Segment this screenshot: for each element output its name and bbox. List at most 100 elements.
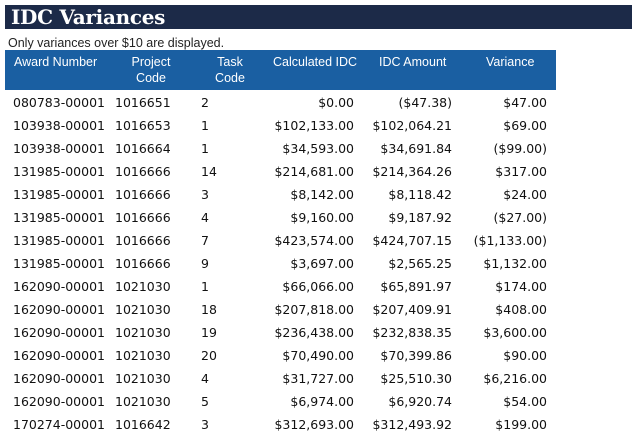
cell-task-code: 2 <box>201 95 209 110</box>
cell-variance: $3,600.00 <box>483 325 547 340</box>
cell-task-code: 3 <box>201 417 209 432</box>
header-calculated-idc: Calculated IDC <box>273 55 358 69</box>
table-row: 131985-00001 1016666 9 $3,697.00 $2,565.25 $1… <box>0 251 632 274</box>
header-task-code-line1: Task <box>217 55 243 69</box>
cell-project-code: 1016666 <box>115 256 171 271</box>
cell-idc-amount: $8,118.42 <box>388 187 452 202</box>
cell-variance: ($27.00) <box>493 210 548 225</box>
cell-idc-amount: $9,187.92 <box>388 210 452 225</box>
cell-calculated-idc: $207,818.00 <box>274 302 354 317</box>
cell-project-code: 1016651 <box>115 95 171 110</box>
cell-idc-amount: $312,493.92 <box>372 417 452 432</box>
cell-task-code: 3 <box>201 187 209 202</box>
table-row: 103938-00001 1016664 1 $34,593.00 $34,691.84… <box>0 136 632 159</box>
cell-award-number: 170274-00001 <box>13 417 105 432</box>
cell-task-code: 9 <box>201 256 209 271</box>
cell-calculated-idc: $66,066.00 <box>282 279 354 294</box>
cell-project-code: 1016664 <box>115 141 171 156</box>
cell-award-number: 103938-00001 <box>13 141 105 156</box>
cell-project-code: 1016666 <box>115 233 171 248</box>
cell-task-code: 20 <box>201 348 217 363</box>
cell-task-code: 1 <box>201 141 209 156</box>
report-title: IDC Variances <box>11 5 166 29</box>
header-task-code: Task Code <box>205 54 255 86</box>
cell-project-code: 1021030 <box>115 302 171 317</box>
table-row: 080783-00001 1016651 2 $0.00 ($47.38) $47.00 <box>0 90 632 113</box>
cell-calculated-idc: $3,697.00 <box>290 256 354 271</box>
cell-variance: $408.00 <box>495 302 547 317</box>
cell-project-code: 1021030 <box>115 325 171 340</box>
cell-award-number: 162090-00001 <box>13 371 105 386</box>
cell-variance: ($1,133.00) <box>473 233 547 248</box>
cell-variance: $6,216.00 <box>483 371 547 386</box>
table-body: 080783-00001 1016651 2 $0.00 ($47.38) $47.00 1… <box>0 90 632 435</box>
cell-variance: $90.00 <box>503 348 547 363</box>
table-row: 162090-00001 1021030 5 $6,974.00 $6,920.74 $5… <box>0 389 632 412</box>
cell-idc-amount: $102,064.21 <box>372 118 452 133</box>
cell-award-number: 162090-00001 <box>13 302 105 317</box>
cell-calculated-idc: $31,727.00 <box>282 371 354 386</box>
cell-idc-amount: $25,510.30 <box>380 371 452 386</box>
cell-variance: $317.00 <box>495 164 547 179</box>
cell-task-code: 1 <box>201 279 209 294</box>
cell-variance: $199.00 <box>495 417 547 432</box>
table-row: 131985-00001 1016666 4 $9,160.00 $9,187.92 ($… <box>0 205 632 228</box>
table-row: 170274-00001 1016642 3 $312,693.00 $312,493.… <box>0 412 632 435</box>
cell-award-number: 131985-00001 <box>13 210 105 225</box>
cell-award-number: 131985-00001 <box>13 256 105 271</box>
cell-task-code: 7 <box>201 233 209 248</box>
cell-task-code: 4 <box>201 210 209 225</box>
table-row: 131985-00001 1016666 14 $214,681.00 $214,364… <box>0 159 632 182</box>
cell-idc-amount: $2,565.25 <box>388 256 452 271</box>
cell-idc-amount: $232,838.35 <box>372 325 452 340</box>
header-project-code-line2: Code <box>136 71 166 85</box>
cell-variance: $1,132.00 <box>483 256 547 271</box>
cell-task-code: 5 <box>201 394 209 409</box>
cell-task-code: 19 <box>201 325 217 340</box>
cell-variance: $54.00 <box>503 394 547 409</box>
cell-idc-amount: $34,691.84 <box>380 141 452 156</box>
cell-calculated-idc: $6,974.00 <box>290 394 354 409</box>
cell-task-code: 18 <box>201 302 217 317</box>
cell-project-code: 1016666 <box>115 210 171 225</box>
table-row: 162090-00001 1021030 18 $207,818.00 $207,409… <box>0 297 632 320</box>
header-task-code-line2: Code <box>215 71 245 85</box>
cell-calculated-idc: $34,593.00 <box>282 141 354 156</box>
cell-project-code: 1016653 <box>115 118 171 133</box>
cell-idc-amount: $424,707.15 <box>372 233 452 248</box>
cell-idc-amount: $70,399.86 <box>380 348 452 363</box>
cell-calculated-idc: $236,438.00 <box>274 325 354 340</box>
table-row: 131985-00001 1016666 7 $423,574.00 $424,707.… <box>0 228 632 251</box>
table-row: 162090-00001 1021030 4 $31,727.00 $25,510.30… <box>0 366 632 389</box>
table-header: Award Number Project Code Task Code Calc… <box>5 50 556 90</box>
cell-calculated-idc: $102,133.00 <box>274 118 354 133</box>
cell-variance: $24.00 <box>503 187 547 202</box>
cell-project-code: 1016666 <box>115 187 171 202</box>
table-row: 162090-00001 1021030 1 $66,066.00 $65,891.97… <box>0 274 632 297</box>
cell-award-number: 162090-00001 <box>13 348 105 363</box>
cell-project-code: 1021030 <box>115 394 171 409</box>
cell-idc-amount: $214,364.26 <box>372 164 452 179</box>
cell-task-code: 14 <box>201 164 217 179</box>
header-project-code-line1: Project <box>131 55 171 69</box>
cell-calculated-idc: $8,142.00 <box>290 187 354 202</box>
cell-award-number: 131985-00001 <box>13 164 105 179</box>
cell-idc-amount: ($47.38) <box>398 95 453 110</box>
table-row: 162090-00001 1021030 20 $70,490.00 $70,399.8… <box>0 343 632 366</box>
cell-calculated-idc: $423,574.00 <box>274 233 354 248</box>
cell-idc-amount: $6,920.74 <box>388 394 452 409</box>
cell-project-code: 1016666 <box>115 164 171 179</box>
report-title-bar: IDC Variances <box>5 5 632 29</box>
cell-calculated-idc: $9,160.00 <box>290 210 354 225</box>
cell-award-number: 131985-00001 <box>13 233 105 248</box>
cell-project-code: 1021030 <box>115 279 171 294</box>
cell-task-code: 1 <box>201 118 209 133</box>
header-idc-amount: IDC Amount <box>379 55 447 69</box>
cell-project-code: 1021030 <box>115 348 171 363</box>
cell-calculated-idc: $312,693.00 <box>274 417 354 432</box>
cell-award-number: 162090-00001 <box>13 279 105 294</box>
cell-variance: $174.00 <box>495 279 547 294</box>
table-row: 103938-00001 1016653 1 $102,133.00 $102,064.… <box>0 113 632 136</box>
cell-calculated-idc: $214,681.00 <box>274 164 354 179</box>
cell-award-number: 131985-00001 <box>13 187 105 202</box>
